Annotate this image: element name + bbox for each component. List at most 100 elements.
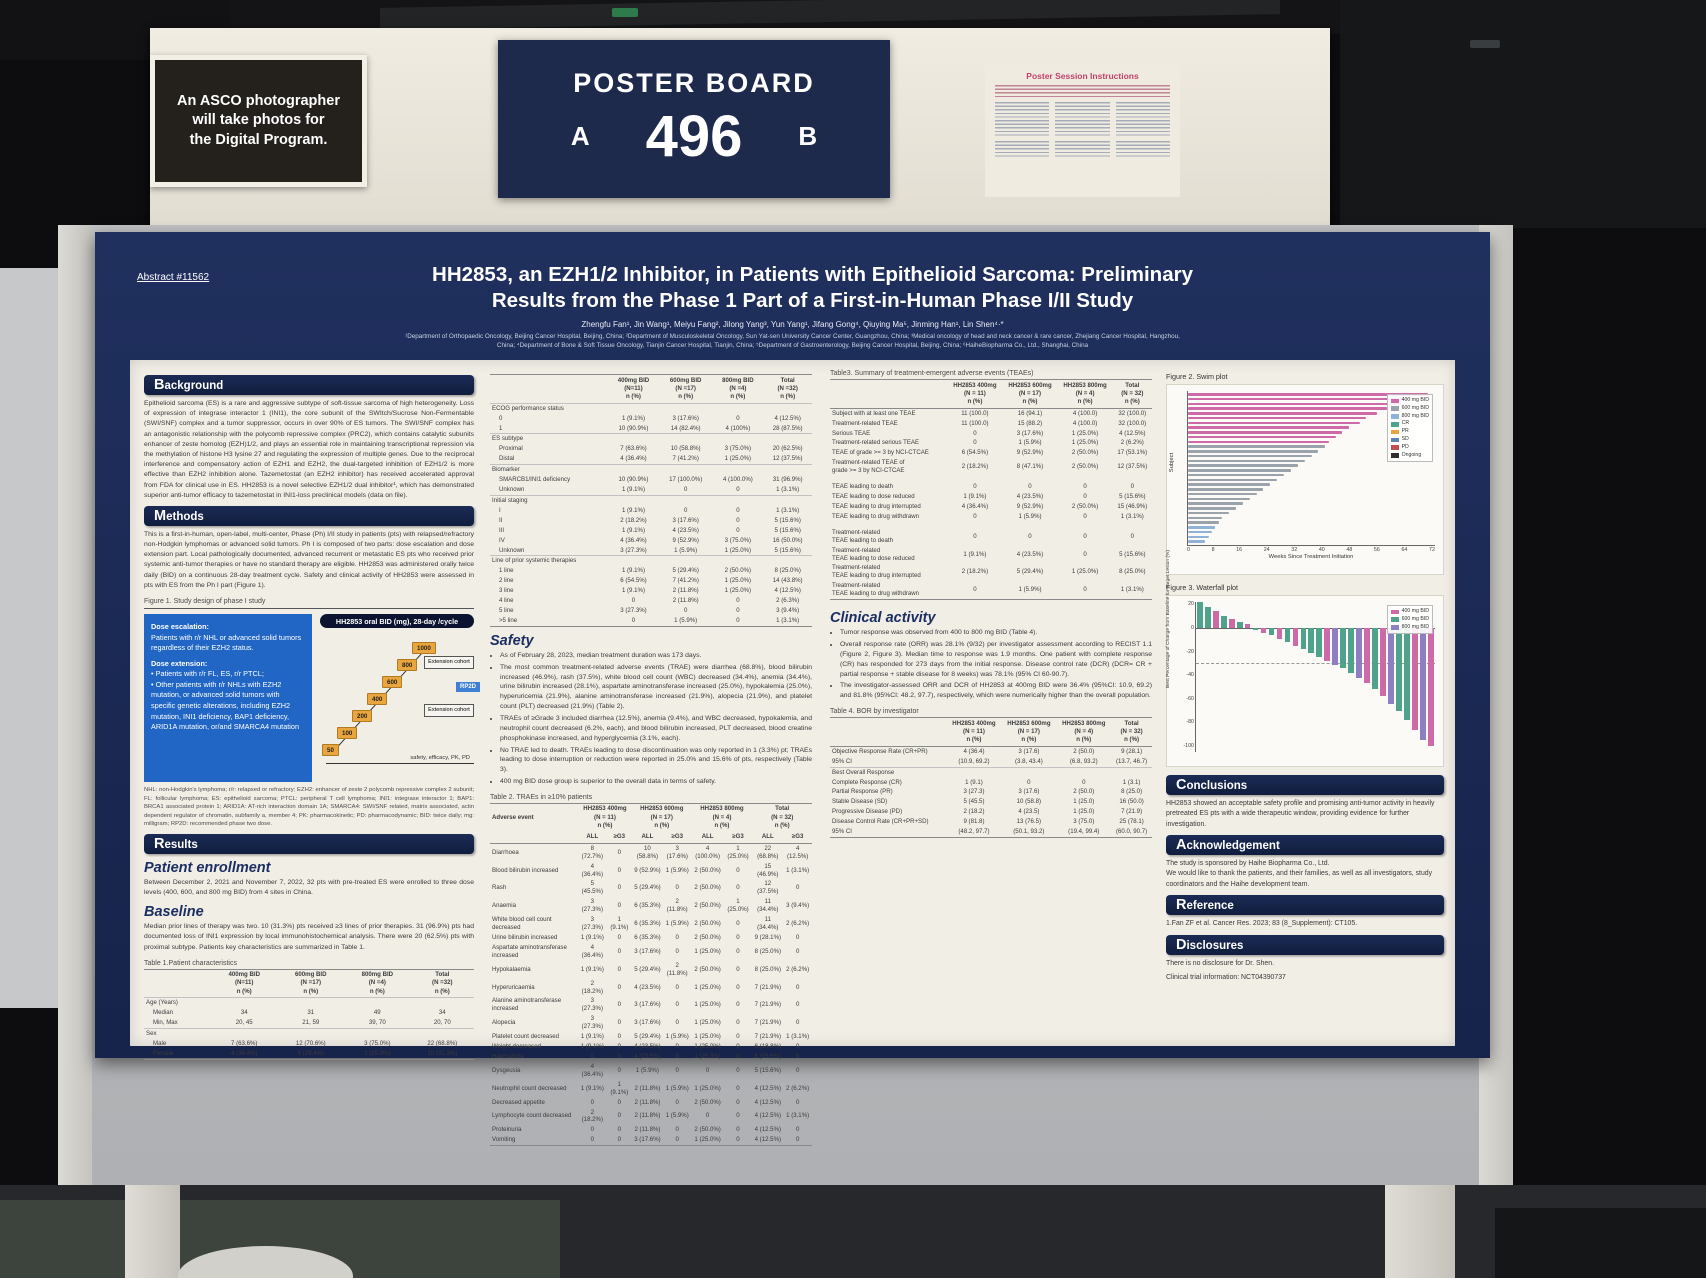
swim-bar xyxy=(1188,530,1212,534)
waterfall-bar xyxy=(1412,627,1418,730)
table-row: Proximal 7 (63.6%) 10 (58.8%) 3 (75.0%) 20 (… xyxy=(499,445,803,453)
poster-table: 400mg BID (N=11) n (%) 600mg BID (N =17) … xyxy=(490,374,812,627)
table-row: TEAE leading to drug interrupted 4 (36.4%… xyxy=(832,502,1148,510)
swim-bar xyxy=(1188,469,1291,472)
poster-board-sign: POSTER BOARD A 496 B xyxy=(498,40,890,198)
swim-bar xyxy=(1188,507,1237,510)
table-row: Hypokalaemia 1 (9.1%) 0 5 (29.4%) 2 (11.8%) 2… xyxy=(492,961,810,977)
table-row: Median 34 31 49 34 xyxy=(153,1009,446,1017)
figure2-caption: Figure 2. Swim plot xyxy=(1166,372,1228,381)
table-row: Alopecia 3 (27.3%) 0 3 (17.6%) 0 1 (25.0%) 0 7 … xyxy=(492,1015,800,1031)
waterfall-legend: 400 mg BID 600 mg BID 800 mg BID xyxy=(1386,605,1433,635)
column-1: Background Epithelioid sarcoma (ES) is a… xyxy=(144,370,480,1060)
table-row: Partial Response (PR) 3 (27.3) 3 (17.6) 2 (… xyxy=(832,788,1143,796)
dose-step: 100 xyxy=(337,727,358,739)
table-row: TEAE leading to dose reduced 1 (9.1%) 4 (2… xyxy=(832,493,1146,501)
table-row: TEAE leading to drug withdrawn 0 1 (5.9%) 0… xyxy=(832,512,1144,520)
swim-y-axis-label: Subject xyxy=(1169,452,1175,472)
swim-plot-bars xyxy=(1187,391,1435,546)
waterfall-bar xyxy=(1316,627,1323,658)
ceiling-duct xyxy=(1340,0,1706,228)
poster-table: HH2853 400mg (N = 11) n (%) HH2853 600mg … xyxy=(830,717,1152,839)
table-row: Treatment-related TEAE leading to drug i… xyxy=(832,564,1146,580)
affiliations-line2: China; ⁴Department of Bone & Soft Tissue… xyxy=(496,342,1089,350)
table-row: Distal 4 (36.4%) 7 (41.2%) 1 (25.0%) 12 (37.… xyxy=(499,455,803,463)
poster-table: 400mg BID (N=11) n (%) 600mg BID (N =17) … xyxy=(144,968,474,1060)
swim-bar xyxy=(1188,421,1360,425)
waterfall-bar xyxy=(1427,627,1434,747)
dose-escalation-text: Patients with r/r NHL or advanced solid … xyxy=(151,632,302,653)
figure3-caption: Figure 3. Waterfall plot xyxy=(1166,583,1239,592)
waterfall-bar xyxy=(1356,627,1363,678)
waterfall-bar xyxy=(1204,606,1211,628)
dose-extension-bullet2: • Other patients with r/r NHLs with EZH2… xyxy=(151,679,300,732)
poster-title-line1: HH2853, an EZH1/2 Inhibitor, in Patients… xyxy=(432,263,1193,286)
exit-sign xyxy=(612,8,638,17)
poster-table: Adverse event HH2853 400mg (N = 11) n (%)… xyxy=(490,802,812,1147)
table-row: TEAE of grade >= 3 by NCI-CTCAE 6 (54.5%)… xyxy=(832,449,1148,457)
table3-caption: Table3. Summary of treatment-emergent ad… xyxy=(830,370,1034,377)
table-row: Unknown 1 (9.1%) 0 0 1 (3.1%) xyxy=(499,486,800,494)
table-row: Lymphocyte count decreased 2 (18.2%) 0 2 (1… xyxy=(492,1108,810,1124)
board-side-b: B xyxy=(798,121,818,151)
figure1-caption: Figure 1. Study design of phase I study xyxy=(144,598,266,605)
table-row: Stable Disease (SD) 5 (45.5) 10 (58.8) 1 (2… xyxy=(832,798,1144,806)
column-2: 400mg BID (N=11) n (%) 600mg BID (N =17) … xyxy=(490,370,812,1147)
poster-authors: Zhengfu Fan¹, Jin Wang¹, Meiyu Fang², Ji… xyxy=(581,320,1004,329)
figure3-waterfall-plot: Best Percentage of Change from Baseline … xyxy=(1166,550,1444,767)
waterfall-bar xyxy=(1340,627,1347,669)
table-row: III 1 (9.1%) 4 (23.5%) 0 5 (15.6%) xyxy=(499,526,801,534)
waterfall-bar xyxy=(1364,627,1370,684)
poster-board-title: POSTER BOARD xyxy=(573,68,815,98)
affiliations-line1: ¹Department of Orthopaedic Oncology, Bei… xyxy=(405,333,1180,340)
poster-title-line2: Results from the Phase 1 Part of a First… xyxy=(491,288,1134,312)
swim-bar xyxy=(1188,426,1350,429)
swim-bar xyxy=(1188,435,1336,439)
section-disclosures-header: Disclosures xyxy=(1166,934,1444,955)
table-row: Weight decreased 1 (9.1%) 0 4 (23.5%) 0 1 (25… xyxy=(492,1043,800,1051)
figure2-swim-plot: Subject 400 mg BID 600 mg BID 800 mg BID CR… xyxy=(1166,384,1444,575)
table1-caption: Table 1.Patient characteristics xyxy=(144,959,237,967)
methods-text: This is a first-in-human, open-label, mu… xyxy=(144,530,474,589)
table-row: Biomarker xyxy=(490,464,812,476)
extension-cohort-box-1: Extension cohort xyxy=(424,656,474,669)
table-row: Male 7 (63.6%) 12 (70.6%) 3 (75.0%) 22 (68.8… xyxy=(153,1040,458,1048)
table-row: Platelet count decreased 1 (9.1%) 0 5 (29.4… xyxy=(492,1033,810,1041)
waterfall-bar xyxy=(1196,602,1203,628)
ladder-axis xyxy=(326,763,474,764)
waterfall-bar xyxy=(1284,627,1291,643)
patient-enrollment-heading: Patient enrollment xyxy=(144,859,271,876)
dose-step: 200 xyxy=(352,710,373,722)
table-row: Neutrophil count decreased 1 (9.1%) 1 (9.1… xyxy=(492,1080,810,1096)
bullet-item: Tumor response was observed from 400 to … xyxy=(840,628,1152,638)
swim-bar xyxy=(1188,535,1209,539)
swim-bar xyxy=(1188,393,1429,396)
bullet-item: TRAEs of ≥Grade 3 included diarrhea (12.… xyxy=(500,714,812,744)
table-row: Treatment-related TEAE leading to dose r… xyxy=(832,546,1146,562)
table-row: Decreased appetite 0 0 2 (11.8%) 0 2 (50.0%) 0… xyxy=(492,1098,800,1106)
swim-bar xyxy=(1188,454,1312,458)
swim-x-axis-label: Weeks Since Treatment Initiation xyxy=(1268,554,1354,560)
poster-title: HH2853, an EZH1/2 Inhibitor, in Patients… xyxy=(215,262,1410,313)
waterfall-bar xyxy=(1236,622,1243,628)
safety-bullets: As of February 28, 2023, median treatmen… xyxy=(500,651,812,787)
table4-caption: Table 4. BOR by investigator xyxy=(830,708,919,716)
table-row: Alanine aminotransferase increased 3 (27.… xyxy=(492,997,800,1013)
dose-step: 50 xyxy=(322,744,339,756)
waterfall-bar xyxy=(1292,627,1299,646)
dose-step: 1000 xyxy=(412,642,436,654)
table-row: Min, Max 20, 45 21, 59 39, 70 20, 70 xyxy=(153,1019,451,1027)
conclusions-text: HH2853 showed an acceptable safety profi… xyxy=(1166,800,1435,828)
table1-part-a: 400mg BID (N=11) n (%) 600mg BID (N =17) … xyxy=(144,968,474,1060)
swim-bar xyxy=(1188,488,1264,491)
ceiling-light xyxy=(1470,40,1500,48)
table-row: Best Overall Response xyxy=(830,766,1152,778)
swim-legend: 400 mg BID 600 mg BID 800 mg BID CR PR SD PD On… xyxy=(1386,394,1433,463)
swim-bar xyxy=(1188,397,1411,401)
dose-step: 600 xyxy=(382,676,403,688)
clinical-activity-heading: Clinical activity xyxy=(830,610,936,627)
bullet-item: As of February 28, 2023, median treatmen… xyxy=(500,651,812,661)
table-row: Disease Control Rate (CR+PR+SD) 9 (81.8) 1… xyxy=(832,818,1144,826)
clinical-activity-bullets: Tumor response was observed from 400 to … xyxy=(840,628,1152,701)
